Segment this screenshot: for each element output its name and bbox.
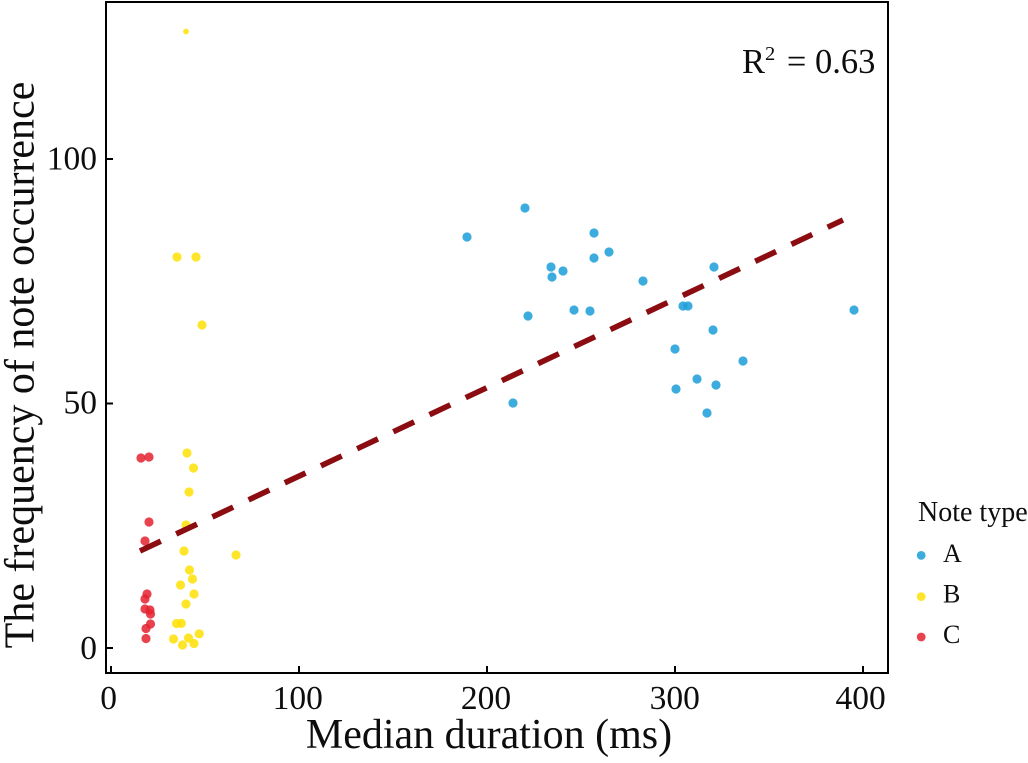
svg-text:C: C bbox=[943, 620, 960, 649]
svg-text:A: A bbox=[943, 539, 962, 568]
svg-text:0: 0 bbox=[100, 680, 117, 717]
svg-text:200: 200 bbox=[461, 680, 511, 717]
svg-text:100: 100 bbox=[273, 680, 323, 717]
svg-text:100: 100 bbox=[47, 141, 97, 178]
svg-text:0: 0 bbox=[80, 630, 97, 667]
svg-text:The frequency of note occurren: The frequency of note occurrence bbox=[0, 82, 44, 649]
svg-text:R2 = 0.63: R2 = 0.63 bbox=[742, 43, 875, 81]
svg-text:Note type: Note type bbox=[918, 497, 1028, 528]
svg-text:Median duration (ms): Median duration (ms) bbox=[306, 712, 672, 758]
svg-text:50: 50 bbox=[64, 385, 98, 422]
svg-text:400: 400 bbox=[835, 680, 885, 717]
svg-text:300: 300 bbox=[650, 680, 700, 717]
svg-text:B: B bbox=[943, 580, 960, 609]
